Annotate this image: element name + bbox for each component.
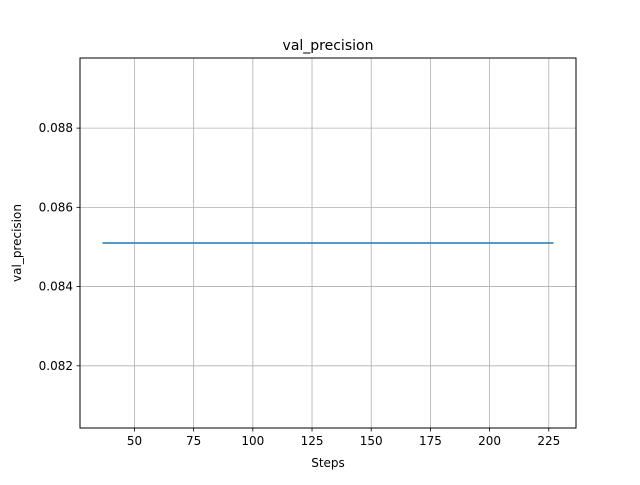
y-tick-label: 0.084 xyxy=(39,280,73,294)
x-tick-label: 100 xyxy=(241,434,264,448)
x-tick-label: 175 xyxy=(419,434,442,448)
y-axis: 0.082 0.084 0.086 0.088 xyxy=(39,121,80,373)
x-axis-label: Steps xyxy=(311,456,345,470)
x-tick-label: 200 xyxy=(478,434,501,448)
x-tick-label: 50 xyxy=(127,434,142,448)
x-tick-label: 150 xyxy=(360,434,383,448)
x-tick-label: 125 xyxy=(301,434,324,448)
y-tick-label: 0.086 xyxy=(39,200,73,214)
x-tick-label: 75 xyxy=(186,434,201,448)
x-tick-label: 225 xyxy=(537,434,560,448)
chart-title: val_precision xyxy=(283,38,374,54)
y-tick-label: 0.088 xyxy=(39,121,73,135)
plot-area xyxy=(79,57,577,429)
x-axis: 50 75 100 125 150 175 200 225 xyxy=(127,428,560,448)
y-tick-label: 0.082 xyxy=(39,359,73,373)
y-axis-label: val_precision xyxy=(10,204,24,282)
